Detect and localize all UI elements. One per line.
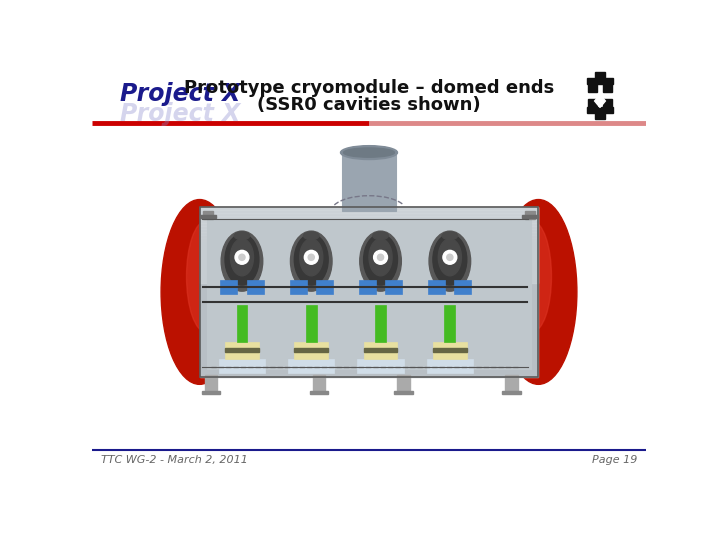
Ellipse shape: [304, 232, 319, 240]
Ellipse shape: [225, 234, 259, 285]
Ellipse shape: [300, 239, 323, 276]
Bar: [199, 238, 539, 241]
Bar: [433, 342, 467, 359]
Bar: [199, 220, 539, 222]
Bar: [199, 207, 539, 377]
Bar: [385, 280, 402, 294]
Ellipse shape: [429, 231, 471, 291]
Circle shape: [308, 254, 315, 260]
Circle shape: [374, 251, 387, 264]
Bar: [595, 113, 606, 119]
Bar: [316, 280, 333, 294]
Bar: [205, 375, 217, 392]
Ellipse shape: [360, 231, 401, 291]
Bar: [588, 99, 597, 107]
Text: Project X: Project X: [120, 82, 240, 106]
Text: Page 19: Page 19: [592, 455, 637, 465]
Bar: [312, 375, 325, 392]
Bar: [207, 219, 531, 369]
Circle shape: [235, 251, 249, 264]
Ellipse shape: [230, 239, 253, 276]
Bar: [294, 348, 328, 352]
Ellipse shape: [186, 221, 225, 332]
Bar: [428, 280, 445, 294]
Bar: [204, 211, 212, 219]
Bar: [397, 375, 410, 392]
Bar: [294, 342, 328, 359]
Bar: [306, 305, 317, 342]
Ellipse shape: [369, 239, 392, 276]
Bar: [199, 207, 539, 284]
Bar: [199, 217, 539, 220]
Bar: [444, 305, 455, 342]
Bar: [288, 359, 334, 373]
Circle shape: [447, 254, 453, 260]
Bar: [246, 280, 264, 294]
Ellipse shape: [442, 232, 457, 240]
Bar: [588, 84, 597, 92]
Circle shape: [305, 251, 318, 264]
Ellipse shape: [234, 232, 250, 240]
Bar: [359, 280, 376, 294]
Bar: [219, 359, 265, 373]
Ellipse shape: [500, 200, 577, 384]
Bar: [603, 99, 612, 107]
Text: Project X: Project X: [120, 102, 240, 126]
Bar: [225, 348, 259, 352]
Bar: [199, 222, 539, 226]
Ellipse shape: [373, 232, 388, 240]
Bar: [199, 207, 539, 210]
Ellipse shape: [364, 234, 397, 285]
Bar: [595, 72, 606, 78]
Bar: [199, 229, 539, 232]
Ellipse shape: [294, 234, 328, 285]
Bar: [522, 215, 538, 218]
Bar: [357, 359, 404, 373]
Text: (SSR0 cavities shown): (SSR0 cavities shown): [257, 96, 481, 114]
Bar: [220, 280, 238, 294]
Ellipse shape: [343, 148, 395, 157]
Bar: [503, 390, 521, 394]
Bar: [526, 211, 534, 219]
Bar: [505, 375, 518, 392]
Circle shape: [239, 254, 245, 260]
Bar: [199, 211, 539, 213]
Ellipse shape: [341, 146, 397, 159]
Bar: [454, 280, 472, 294]
Bar: [395, 390, 413, 394]
Bar: [200, 215, 216, 218]
Bar: [199, 241, 539, 244]
Circle shape: [377, 254, 384, 260]
Bar: [433, 348, 467, 352]
Bar: [225, 342, 259, 359]
Bar: [342, 150, 396, 211]
Bar: [587, 107, 613, 113]
Bar: [364, 348, 397, 352]
Bar: [199, 235, 539, 238]
Polygon shape: [595, 94, 606, 107]
Ellipse shape: [513, 221, 552, 332]
Text: Prototype cryomodule – domed ends: Prototype cryomodule – domed ends: [184, 79, 554, 97]
Bar: [199, 226, 539, 229]
Circle shape: [443, 251, 456, 264]
Bar: [237, 305, 248, 342]
Ellipse shape: [438, 239, 462, 276]
Ellipse shape: [290, 231, 332, 291]
Text: TTC WG-2 - March 2, 2011: TTC WG-2 - March 2, 2011: [101, 455, 248, 465]
Bar: [199, 232, 539, 235]
Bar: [199, 207, 539, 377]
Bar: [310, 390, 328, 394]
Ellipse shape: [221, 231, 263, 291]
Bar: [199, 213, 539, 217]
Bar: [202, 390, 220, 394]
Ellipse shape: [161, 200, 238, 384]
Bar: [427, 359, 473, 373]
Bar: [587, 78, 613, 84]
Bar: [289, 280, 307, 294]
Ellipse shape: [433, 234, 467, 285]
Bar: [603, 84, 612, 92]
Bar: [375, 305, 386, 342]
Bar: [364, 342, 397, 359]
